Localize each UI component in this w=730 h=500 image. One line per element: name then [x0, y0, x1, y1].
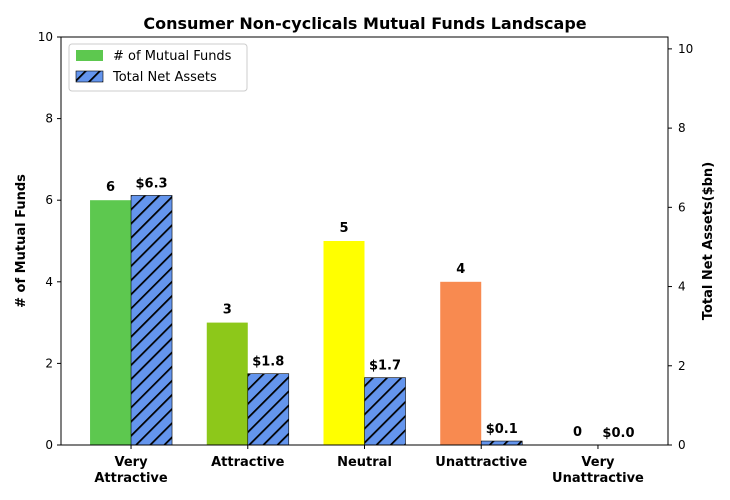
data-label-funds: 4	[456, 262, 465, 277]
bars-layer	[90, 195, 523, 446]
left-tick-label: 4	[45, 275, 53, 289]
left-tick-label: 0	[45, 438, 53, 452]
legend-label-assets: Total Net Assets	[112, 70, 217, 85]
right-tick-label: 4	[678, 280, 686, 294]
legend: # of Mutual Funds Total Net Assets	[68, 43, 248, 92]
data-label-assets: $1.7	[369, 359, 401, 374]
right-tick-label: 0	[678, 438, 686, 452]
right-tick-label: 8	[678, 121, 686, 135]
bar-funds	[323, 241, 365, 445]
right-tick-label: 2	[678, 359, 686, 373]
data-labels-layer: 6 $6.3 3 $1.8 5 $1.7 4 $0.1 0 $0.0	[106, 176, 634, 441]
right-tick-label: 6	[678, 200, 686, 214]
y-axis-label-left: # of Mutual Funds	[14, 174, 29, 308]
data-label-funds: 3	[223, 303, 232, 318]
data-label-assets: $1.8	[252, 355, 284, 370]
data-label-funds: 0	[573, 425, 582, 440]
bar-funds	[206, 322, 248, 445]
data-label-funds: 6	[106, 180, 115, 195]
chart-title: Consumer Non-cyclicals Mutual Funds Land…	[143, 14, 586, 33]
legend-box	[68, 43, 248, 92]
data-label-assets: $0.0	[602, 426, 634, 441]
bar-funds	[90, 200, 132, 445]
left-tick-label: 2	[45, 356, 53, 370]
x-axis: Very Attractive Attractive Neutral Unattract…	[94, 445, 644, 486]
data-label-funds: 5	[339, 221, 348, 236]
y-axis-label-right: Total Net Assets($bn)	[701, 162, 716, 320]
x-tick-label: Very Unattractive	[552, 455, 644, 486]
data-label-assets: $0.1	[486, 422, 518, 437]
legend-label-funds: # of Mutual Funds	[113, 49, 232, 64]
left-tick-label: 8	[45, 112, 53, 126]
left-tick-label: 6	[45, 193, 53, 207]
bar-assets	[364, 377, 406, 446]
x-tick-label: Attractive	[211, 455, 285, 470]
left-axis: 0 2 4 6 8 10	[38, 30, 61, 452]
bar-funds	[440, 281, 482, 445]
right-tick-label: 10	[678, 42, 693, 56]
bar-assets	[247, 373, 290, 446]
bar-assets	[130, 195, 173, 446]
legend-swatch-funds	[76, 50, 103, 61]
x-tick-label: Very Attractive	[94, 455, 168, 486]
x-tick-label: Unattractive	[435, 455, 527, 470]
left-tick-label: 10	[38, 30, 53, 44]
data-label-assets: $6.3	[135, 176, 167, 191]
bar-assets	[480, 440, 523, 446]
right-axis: 0 2 4 6 8 10	[668, 42, 693, 452]
legend-swatch-assets	[75, 70, 104, 83]
x-tick-label: Neutral	[337, 455, 392, 470]
